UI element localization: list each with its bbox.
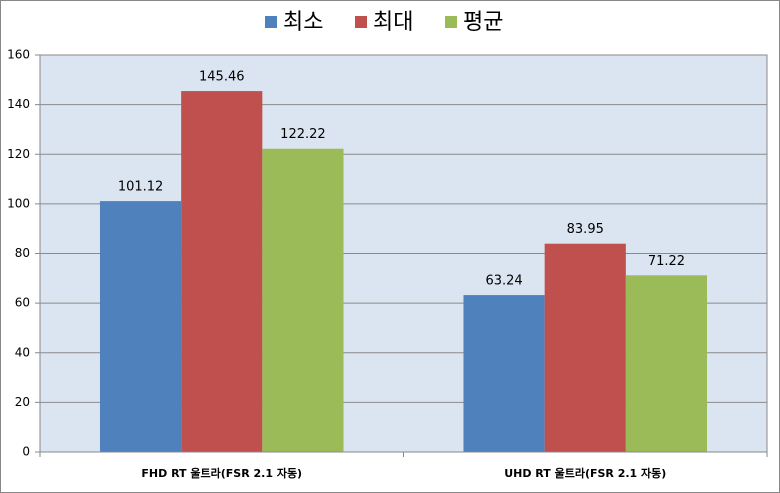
bar [99,201,182,452]
bar [625,275,708,452]
value-label: 122.22 [280,127,326,142]
legend-label: 평균 [463,10,503,35]
y-tick-label: 40 [15,345,30,359]
y-tick-label: 140 [7,97,30,111]
legend: 최소 최대 평균 [265,10,503,35]
bar [544,243,626,452]
x-tick-label: FHD RT 울트라(FSR 2.1 자동) [141,466,302,480]
y-tick-label: 20 [15,395,30,409]
legend-label: 최소 [283,10,323,35]
y-tick-label: 60 [15,296,30,310]
y-tick-label: 100 [7,196,30,210]
y-tick-label: 120 [7,147,30,161]
value-label: 145.46 [199,70,245,85]
bar [463,295,545,452]
y-tick-label: 0 [22,445,30,459]
value-label: 101.12 [118,180,164,195]
legend-swatch [355,16,367,28]
bar [262,148,344,452]
bar [181,91,263,452]
value-label: 83.95 [567,222,604,237]
legend-swatch [265,16,277,28]
value-label: 63.24 [485,274,522,289]
y-tick-label: 160 [7,48,30,62]
y-tick-label: 80 [15,246,30,260]
value-label: 71.22 [648,254,685,269]
legend-swatch [445,16,457,28]
x-tick-label: UHD RT 울트라(FSR 2.1 자동) [504,466,666,480]
legend-label: 최대 [373,10,413,35]
